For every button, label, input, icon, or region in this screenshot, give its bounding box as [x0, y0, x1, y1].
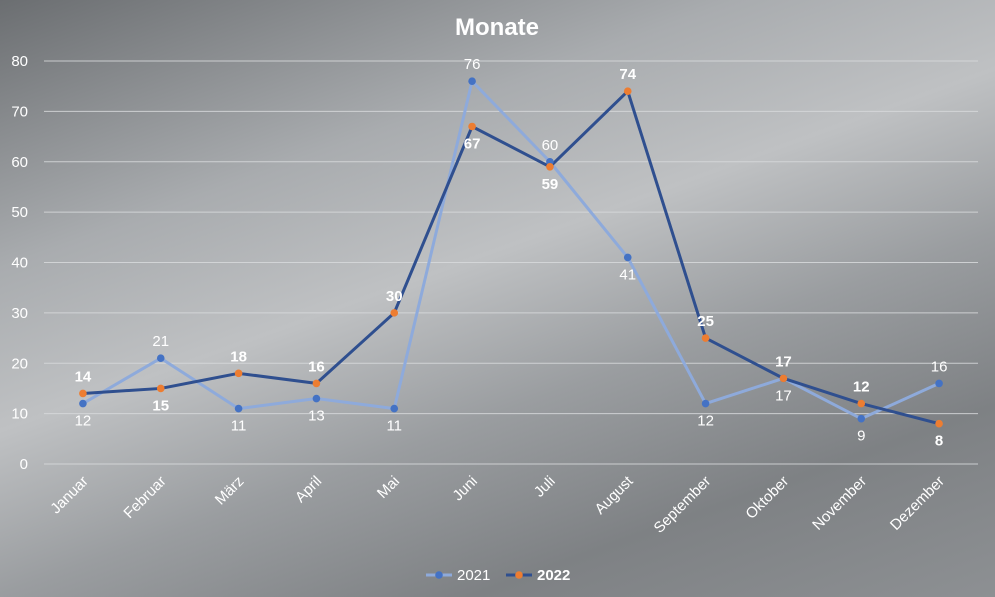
- y-axis: 0 10 20 30 40 50 60 70 80: [11, 53, 28, 473]
- marker-2021-mai: [390, 404, 399, 413]
- marker-2021-november: [857, 414, 866, 423]
- data-label-2022-oktober: 17: [775, 353, 792, 370]
- data-label-2022-juni: 67: [464, 135, 481, 152]
- y-tick-label-50: 50: [11, 204, 28, 221]
- marker-2022-dezember: [935, 419, 943, 428]
- data-label-2021-juli: 60: [542, 137, 559, 154]
- marker-2022-juli: [546, 162, 554, 171]
- marker-2022-juni: [468, 122, 476, 131]
- data-label-2021-september: 12: [697, 413, 714, 430]
- x-tick-label-oktober: Oktober: [742, 473, 792, 523]
- marker-2021-april: [312, 394, 321, 403]
- marker-2022-mai: [390, 309, 399, 317]
- y-tick-label-40: 40: [11, 255, 28, 272]
- x-tick-label-august: August: [592, 472, 638, 518]
- legend: 2021 2022: [426, 567, 570, 584]
- marker-2022-januar: [79, 389, 87, 398]
- marker-2021-august: [623, 253, 632, 262]
- data-label-2022-juli: 59: [542, 176, 559, 193]
- data-label-2022-november: 12: [853, 379, 870, 396]
- series-lines: [82, 79, 940, 426]
- chart-title: Monate: [455, 14, 539, 41]
- legend-label-2021: 2021: [457, 567, 490, 584]
- data-label-2021-februar: 21: [152, 333, 169, 350]
- marker-2021-september: [701, 399, 710, 408]
- marker-2021-februar: [156, 354, 165, 363]
- marker-2021-dezember: [935, 379, 943, 388]
- x-tick-label-juli: Juli: [531, 473, 559, 501]
- data-label-2022-april: 16: [308, 358, 325, 375]
- marker-2022-april: [312, 379, 321, 388]
- y-tick-label-20: 20: [11, 355, 28, 372]
- y-tick-label-70: 70: [11, 103, 28, 120]
- data-label-2022-märz: 18: [230, 348, 247, 365]
- data-label-2021-april: 13: [308, 408, 325, 425]
- marker-2021-januar: [79, 399, 87, 408]
- y-tick-label-0: 0: [20, 456, 28, 473]
- y-tick-label-80: 80: [11, 53, 28, 70]
- legend-marker-2021: [435, 571, 443, 579]
- data-label-2022-august: 74: [619, 66, 636, 83]
- x-tick-label-märz: März: [212, 473, 248, 509]
- y-tick-label-60: 60: [11, 154, 28, 171]
- x-tick-label-dezember: Dezember: [887, 473, 948, 534]
- marker-2022-oktober: [779, 374, 788, 383]
- series-line-2022: [82, 89, 940, 426]
- marker-2022-september: [701, 334, 710, 342]
- series-line-2021: [82, 79, 940, 421]
- data-label-2022-januar: 14: [75, 368, 92, 385]
- data-label-2021-januar: 12: [75, 413, 92, 430]
- data-label-2021-dezember: 16: [931, 358, 948, 375]
- grid-lines: [44, 60, 978, 465]
- y-tick-label-30: 30: [11, 305, 28, 322]
- marker-2022-februar: [156, 384, 165, 393]
- data-labels: 12 14 21 15 11 18 13 16 11 30 76 67 60 59 41 74 12 25 17 17…: [75, 56, 948, 450]
- data-label-2021-august: 41: [619, 266, 636, 283]
- legend-label-2022: 2022: [537, 567, 570, 584]
- marker-2022-november: [857, 399, 866, 408]
- data-label-2022-september: 25: [697, 313, 714, 330]
- data-label-2021-juni: 76: [464, 56, 481, 73]
- marker-2021-juni: [468, 77, 476, 85]
- marker-2021-märz: [234, 404, 243, 413]
- data-label-2022-mai: 30: [386, 288, 403, 305]
- x-tick-label-november: November: [809, 473, 870, 534]
- marker-2022-august: [623, 87, 632, 96]
- y-tick-label-10: 10: [11, 406, 28, 423]
- data-label-2021-märz: 11: [231, 418, 247, 435]
- x-tick-label-april: April: [292, 473, 325, 506]
- data-label-2021-oktober: 17: [775, 387, 792, 404]
- x-tick-label-juni: Juni: [449, 473, 480, 504]
- data-label-2022-februar: 15: [152, 397, 169, 414]
- x-tick-label-september: September: [651, 473, 715, 537]
- x-axis: Januar Februar März April Mai Juni Juli August S…: [47, 472, 948, 536]
- data-label-2021-november: 9: [857, 428, 865, 445]
- x-tick-label-januar: Januar: [47, 473, 91, 517]
- marker-2022-märz: [234, 369, 243, 378]
- x-tick-label-mai: Mai: [374, 473, 403, 502]
- x-tick-label-februar: Februar: [120, 473, 169, 522]
- legend-marker-2022: [515, 571, 523, 579]
- series-markers: [79, 77, 943, 428]
- data-label-2022-dezember: 8: [935, 433, 943, 450]
- data-label-2021-mai: 11: [386, 418, 402, 435]
